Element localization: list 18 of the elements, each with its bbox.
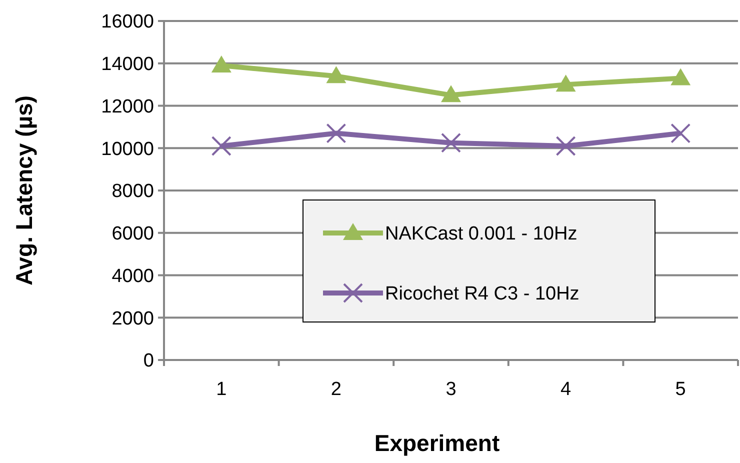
y-tick-label: 16000 bbox=[101, 12, 154, 33]
x-tick-label: 1 bbox=[216, 379, 227, 400]
x-axis-title: Experiment bbox=[374, 430, 500, 456]
x-tick-label: 4 bbox=[560, 379, 572, 400]
legend-label: NAKCast 0.001 - 10Hz bbox=[385, 224, 578, 245]
y-tick-label: 2000 bbox=[112, 308, 154, 330]
y-tick-label: 10000 bbox=[101, 138, 154, 160]
x-tick-label: 2 bbox=[330, 379, 342, 400]
y-tick-label: 6000 bbox=[112, 224, 154, 245]
y-tick-label: 0 bbox=[143, 350, 154, 372]
y-axis-title: Avg. Latency (µs) bbox=[11, 95, 37, 286]
x-tick-label: 3 bbox=[446, 379, 456, 400]
y-tick-label: 8000 bbox=[112, 181, 154, 202]
y-tick-label: 4000 bbox=[112, 266, 154, 287]
y-tick-label: 12000 bbox=[101, 96, 154, 118]
legend-label: Ricochet R4 C3 - 10Hz bbox=[385, 284, 580, 305]
x-tick-label: 5 bbox=[675, 379, 686, 400]
y-tick-label: 14000 bbox=[101, 54, 154, 76]
